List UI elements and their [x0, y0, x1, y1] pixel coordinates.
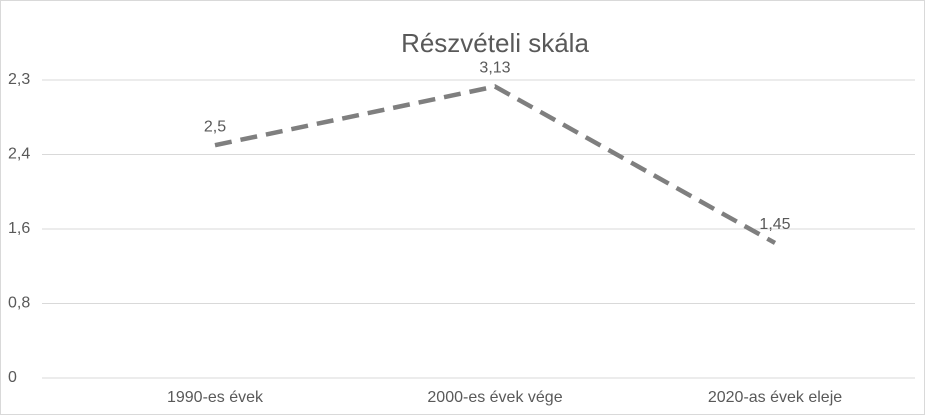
- data-label: 3,13: [479, 60, 510, 77]
- y-tick-label: 0: [8, 369, 17, 386]
- y-tick-label: 2,3: [8, 71, 30, 88]
- data-label: 2,5: [204, 118, 226, 135]
- data-label: 1,45: [759, 216, 790, 233]
- x-tick-label: 2020-as évek eleje: [708, 389, 842, 406]
- x-tick-label: 2000-es évek vége: [427, 389, 562, 406]
- data-line: [214, 84, 777, 245]
- y-tick-label: 0,8: [8, 295, 30, 312]
- y-tick-label: 2,4: [8, 146, 30, 163]
- x-tick-label: 1990-es évek: [167, 389, 264, 406]
- chart-title: Részvételi skála: [401, 28, 589, 58]
- y-tick-label: 1,6: [8, 220, 30, 237]
